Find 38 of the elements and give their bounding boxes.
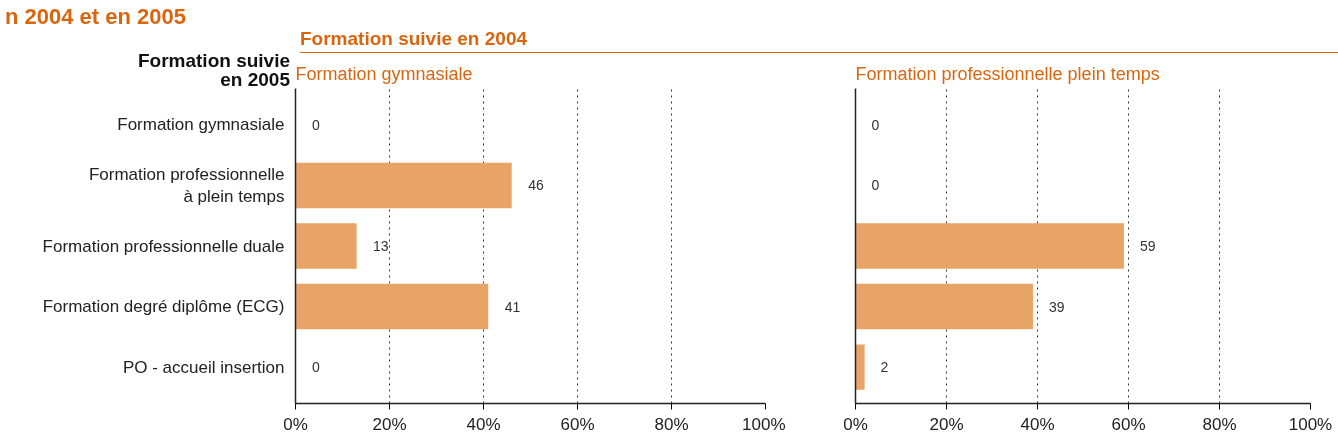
x-tick-label: 20% (372, 414, 407, 434)
y-tick-label: PO - accueil insertion (122, 357, 285, 377)
data-label: 0 (311, 116, 320, 133)
x-tick-label: 80% (1202, 414, 1237, 434)
chart-title: Formation professionnelle plein temps (855, 63, 1160, 84)
x-tick-label: 40% (466, 414, 501, 434)
x-tick-label: 40% (1020, 414, 1055, 434)
bar (295, 283, 489, 330)
x-tick-label: 60% (560, 414, 595, 434)
x-tick-label: 20% (929, 414, 964, 434)
bar (855, 283, 1033, 330)
x-tick-label: 80% (654, 414, 689, 434)
x-tick-label: 0% (283, 414, 308, 434)
chart-title: Formation gymnasiale (295, 63, 473, 84)
data-label: 0 (311, 359, 320, 376)
bar (295, 223, 357, 269)
y-tick-label: Formation professionnelle duale (42, 236, 285, 256)
y-tick-label: Formation professionnelle à plein temps (88, 164, 285, 207)
data-label: 2 (880, 359, 889, 376)
x-tick-label: 60% (1111, 414, 1146, 434)
y-tick-label: Formation degré diplôme (ECG) (42, 297, 285, 317)
data-label: 13 (373, 238, 389, 254)
text: Formation suivie en 2004 (300, 25, 1338, 54)
bar (855, 344, 865, 390)
data-label: 39 (1048, 298, 1065, 315)
data-label: 41 (504, 298, 521, 315)
data-label: 46 (528, 177, 544, 194)
text: n 2004 et en 2005 (5, 3, 187, 31)
x-tick-label: 0% (843, 414, 868, 434)
bar (295, 162, 512, 209)
x-tick-label: 100% (742, 414, 786, 434)
y-tick-label: Formation gymnasiale (117, 115, 285, 135)
y-axis-title: Formation suivie en 2005 (136, 50, 290, 90)
x-tick-label: 100% (1288, 414, 1333, 434)
bar (855, 223, 1124, 269)
data-label: 0 (871, 177, 880, 194)
data-label: 59 (1139, 238, 1156, 254)
data-label: 0 (871, 116, 880, 133)
